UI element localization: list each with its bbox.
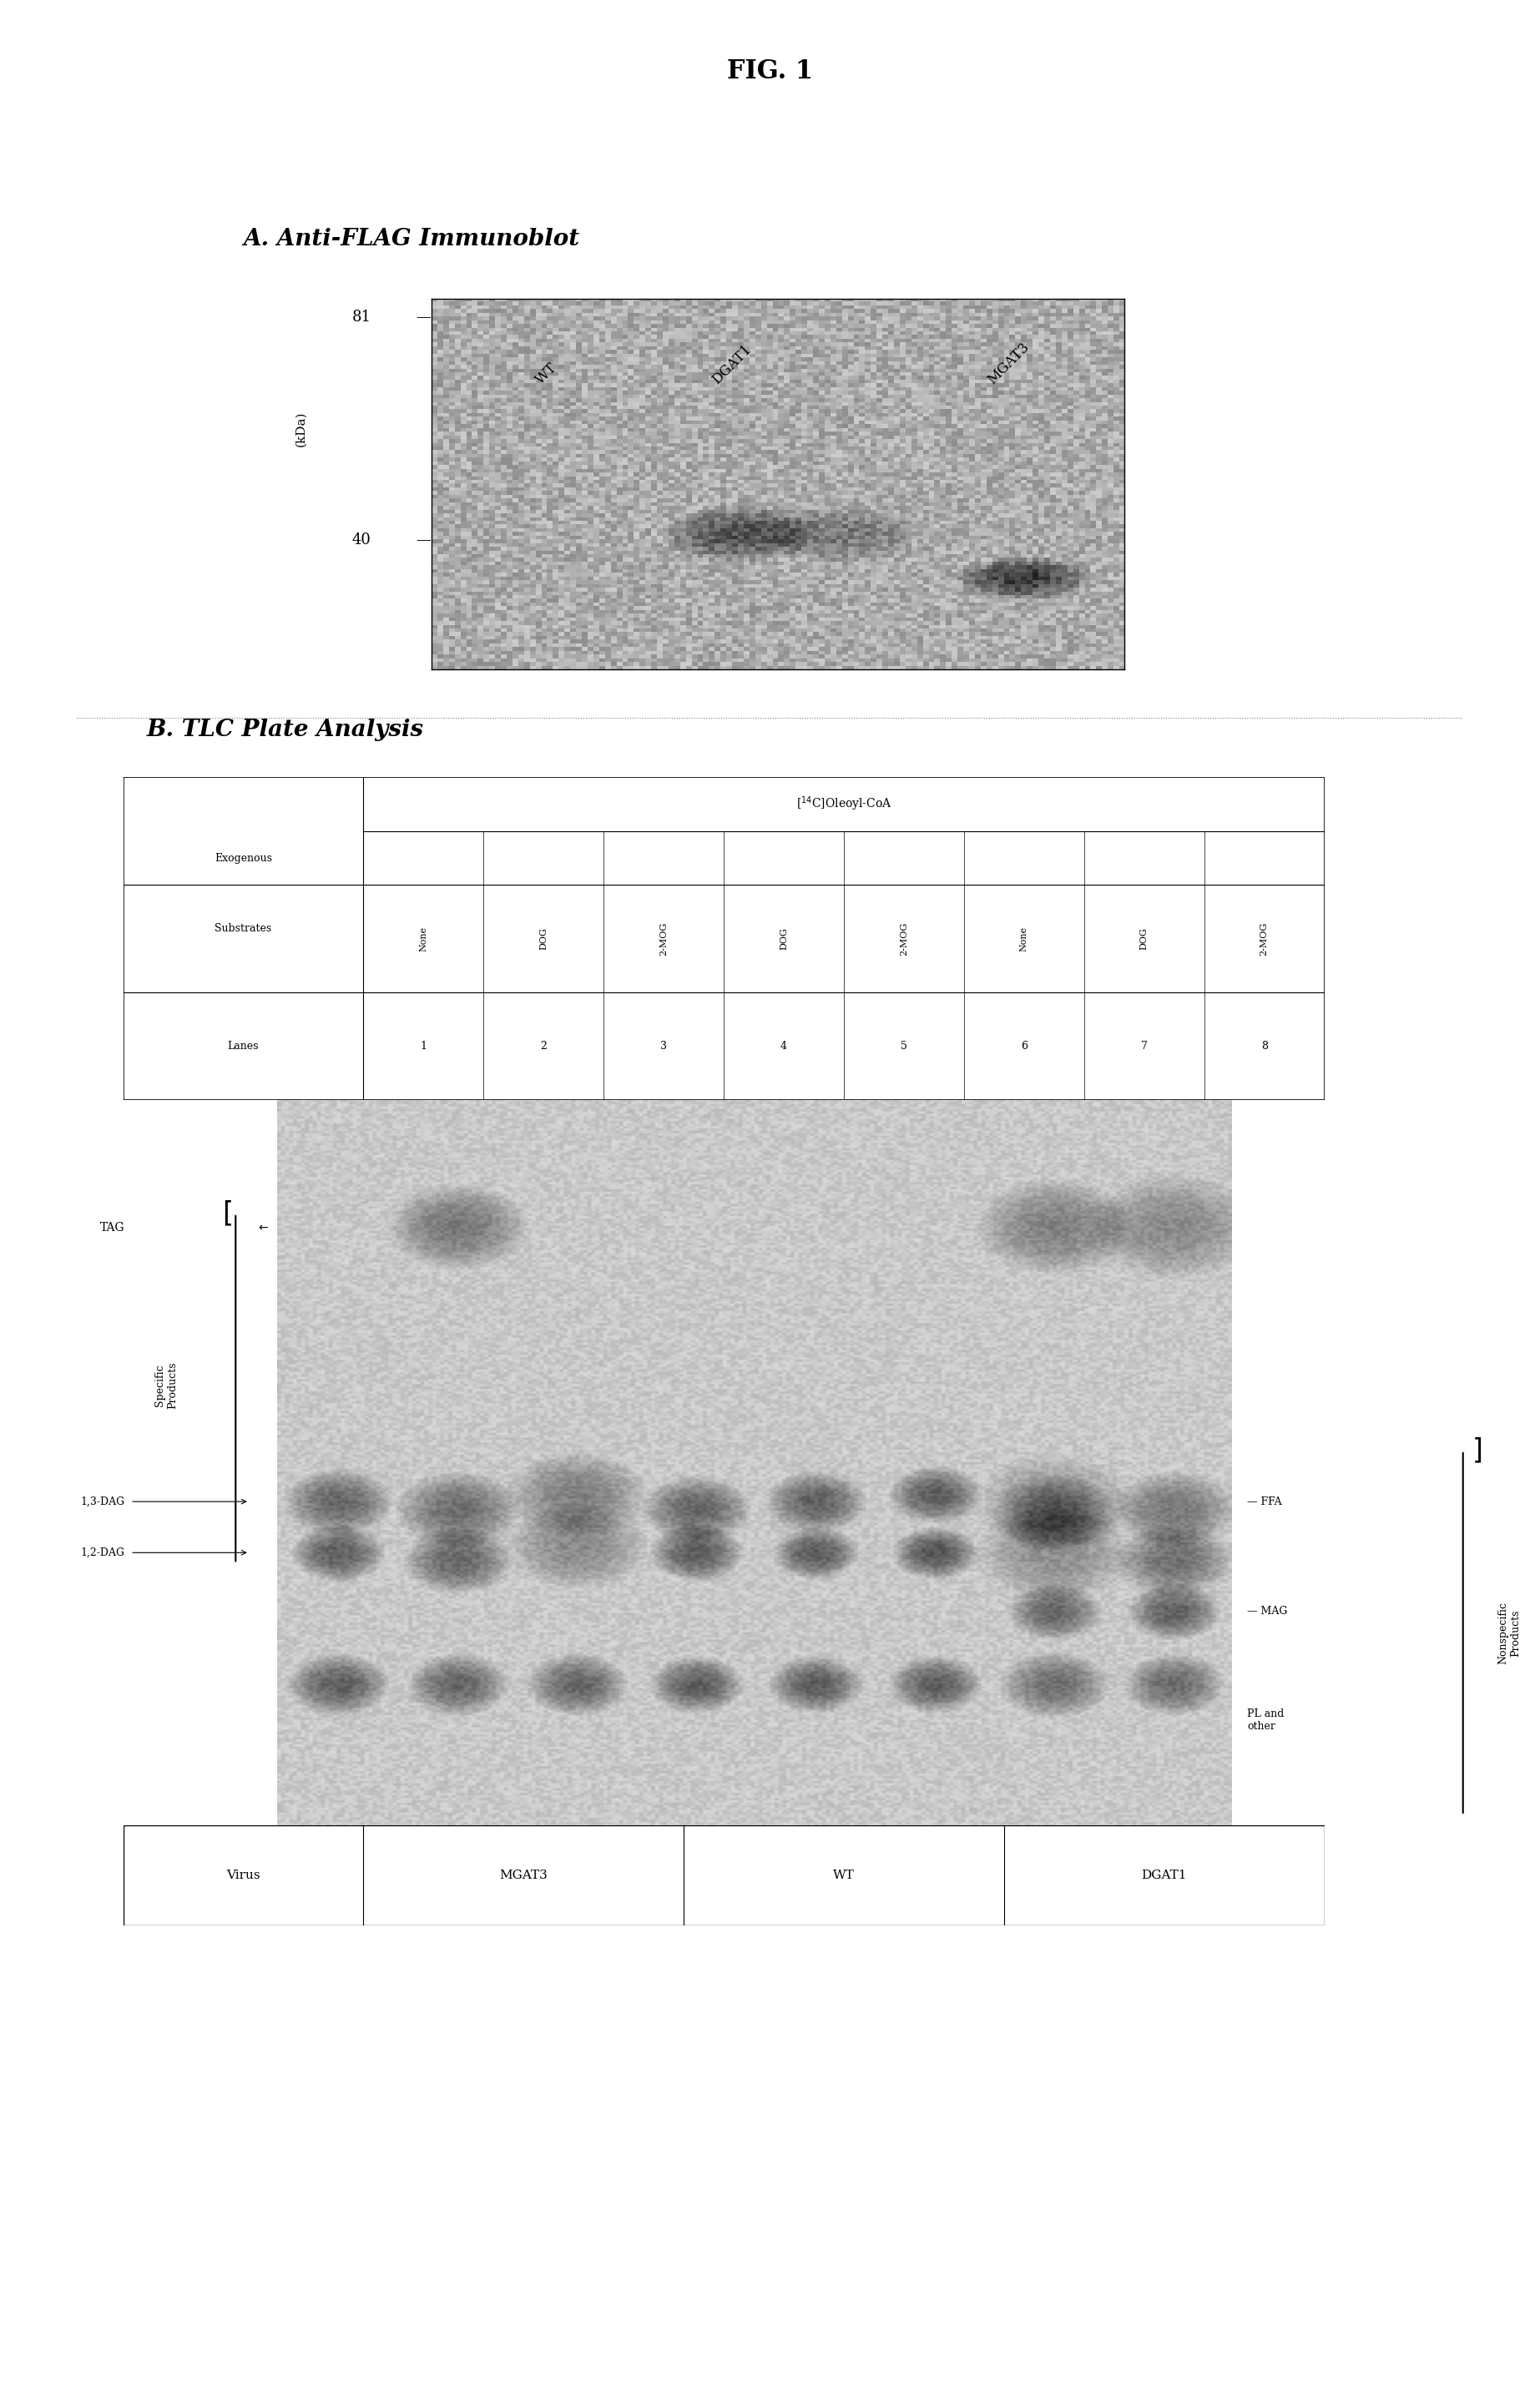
Text: MGAT3: MGAT3	[986, 340, 1032, 388]
Text: 6: 6	[1021, 1041, 1027, 1052]
Text: —: —	[416, 533, 431, 548]
Text: 1,2-DAG: 1,2-DAG	[80, 1548, 125, 1557]
Text: 2-MOG: 2-MOG	[899, 921, 909, 957]
Text: Exogenous: Exogenous	[214, 852, 273, 864]
Text: WT: WT	[533, 361, 561, 388]
Text: FIG. 1: FIG. 1	[727, 60, 813, 84]
Text: [: [	[222, 1201, 233, 1227]
Text: WT: WT	[833, 1871, 855, 1880]
Text: 81: 81	[353, 311, 371, 325]
Text: None: None	[1019, 926, 1029, 952]
Text: —: —	[416, 311, 431, 325]
Text: DGAT1: DGAT1	[1141, 1871, 1187, 1880]
Text: 2-MOG: 2-MOG	[659, 921, 668, 957]
Text: ←: ←	[259, 1222, 268, 1234]
Text: 2-MOG: 2-MOG	[1260, 921, 1269, 957]
Text: 7: 7	[1141, 1041, 1147, 1052]
Text: DOG: DOG	[539, 928, 548, 950]
Text: (kDa): (kDa)	[296, 411, 306, 447]
Text: Lanes: Lanes	[228, 1041, 259, 1052]
Text: Specific
Products: Specific Products	[154, 1361, 179, 1409]
Text: ]: ]	[1472, 1438, 1483, 1464]
Text: Virus: Virus	[226, 1871, 260, 1880]
Text: 2: 2	[541, 1041, 547, 1052]
Text: 8: 8	[1261, 1041, 1267, 1052]
Text: None: None	[419, 926, 428, 952]
Text: 3: 3	[661, 1041, 667, 1052]
Text: DOG: DOG	[779, 928, 788, 950]
Text: Substrates: Substrates	[216, 923, 271, 933]
Text: A. Anti-FLAG Immunoblot: A. Anti-FLAG Immunoblot	[243, 227, 579, 251]
Text: [$^{14}$C]Oleoyl-CoA: [$^{14}$C]Oleoyl-CoA	[796, 794, 892, 813]
Text: — MAG: — MAG	[1247, 1605, 1287, 1617]
Text: 5: 5	[901, 1041, 907, 1052]
Text: 40: 40	[353, 533, 371, 548]
Text: 4: 4	[781, 1041, 787, 1052]
Text: — FFA: — FFA	[1247, 1495, 1283, 1507]
Text: PL and
other: PL and other	[1247, 1708, 1284, 1732]
Text: MGAT3: MGAT3	[499, 1871, 548, 1880]
Text: Nonspecific
Products: Nonspecific Products	[1497, 1603, 1522, 1665]
Text: TAG: TAG	[100, 1222, 125, 1234]
Text: DOG: DOG	[1140, 928, 1149, 950]
Text: DGAT1: DGAT1	[708, 342, 755, 388]
Text: B. TLC Plate Analysis: B. TLC Plate Analysis	[146, 718, 424, 742]
Text: 1: 1	[420, 1041, 427, 1052]
Text: 1,3-DAG: 1,3-DAG	[80, 1495, 125, 1507]
